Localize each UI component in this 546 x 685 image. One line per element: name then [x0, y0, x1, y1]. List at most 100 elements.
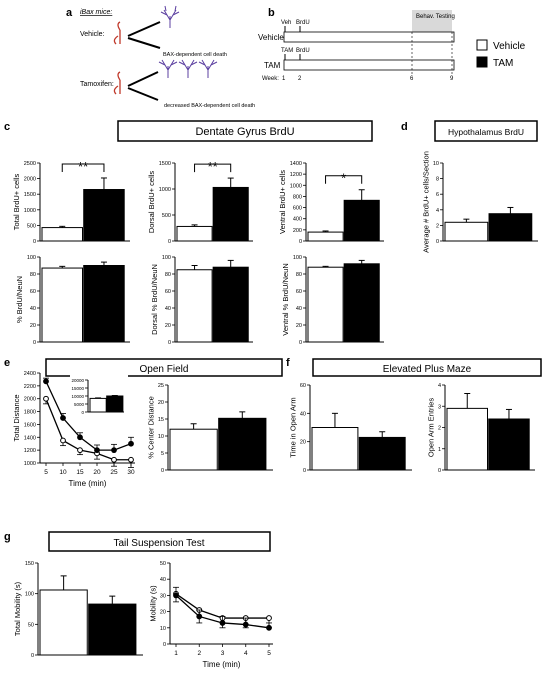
e1-line-tam	[45, 381, 132, 451]
vehicle-neuron-icon	[113, 21, 121, 45]
title-box-e	[45, 358, 283, 377]
c3-y-tick-label: 1200	[290, 172, 302, 178]
c4-y-tick-label: 100	[27, 255, 36, 261]
c4-bar-tam	[83, 265, 125, 343]
week-tick-6: 6	[410, 76, 414, 82]
c5-y-tick-label: 40	[165, 306, 171, 312]
g2-x-tick-label: 2	[197, 650, 201, 657]
f2-y-tick-label: 1	[438, 447, 441, 453]
c1-significance-marker: **	[78, 159, 88, 174]
e1-x-tick-label: 10	[59, 469, 67, 476]
f2-y-axis-label: Open Arm Entries	[427, 398, 436, 457]
c6-y-tick-label: 80	[296, 272, 302, 278]
week-tick-9: 9	[450, 76, 454, 82]
title-box-c	[117, 120, 373, 142]
e1-point-vehicle	[43, 395, 49, 402]
g2-x-tick-label: 3	[221, 650, 225, 657]
c5-y-axis-label: Dorsal % BrdU/NeuN	[150, 264, 159, 335]
e1-point-vehicle	[60, 437, 66, 444]
c3-bar-vehicle	[307, 231, 344, 242]
title-tail-suspension: Tail Suspension Test	[114, 538, 205, 549]
e2-y-tick-label: 10	[158, 434, 164, 440]
legend-vehicle-label: Vehicle	[493, 41, 526, 52]
f2-y-tick-label: 3	[438, 404, 441, 410]
f2-bar-vehicle	[446, 407, 488, 471]
title-hypothalamus: Hypothalamus BrdU	[448, 127, 524, 137]
veh-marker-label: Veh	[281, 20, 291, 26]
e1-x-axis-label: Time (min)	[69, 479, 107, 488]
g1-y-axis-label: Total Mobility (s)	[13, 581, 22, 636]
d1-y-tick-label: 8	[436, 177, 439, 183]
e1-y-tick-label: 1000	[24, 461, 36, 467]
tamoxifen-arrows	[127, 71, 159, 101]
c4-y-tick-label: 80	[30, 272, 36, 278]
f1-bar-tam	[358, 436, 406, 471]
e1-point-vehicle	[77, 447, 83, 454]
c5-y-tick-label: 20	[165, 323, 171, 329]
e1-point-tam	[128, 440, 134, 447]
c5-y-tick-label: 60	[165, 289, 171, 295]
e1-point-tam	[111, 447, 117, 454]
c6-bar-tam	[343, 263, 380, 343]
c2-y-axis-label: Dorsal BrdU+ cells	[147, 171, 156, 234]
e2-y-tick-label: 5	[161, 451, 164, 457]
c4-y-tick-label: 40	[30, 306, 36, 312]
legend: Vehicle TAM	[476, 39, 526, 69]
c3-significance-marker: *	[341, 171, 346, 186]
g2-y-axis-label: Mobility (s)	[148, 585, 157, 622]
e1-y-tick-label: 1800	[24, 410, 36, 416]
g2-point-tam	[242, 621, 249, 628]
vehicle-dendrite-icon	[160, 5, 180, 28]
f2-y-tick-label: 4	[438, 383, 441, 389]
c6-y-tick-label: 40	[296, 306, 302, 312]
g1-bar-vehicle	[39, 589, 88, 656]
c6-y-tick-label: 20	[296, 323, 302, 329]
f1-y-axis-label: Time in Open Arm	[288, 397, 297, 457]
e_inset-y-tick-label: 10000	[71, 394, 84, 399]
c5-y-tick-label: 0	[168, 340, 171, 346]
e1-x-tick-label: 30	[127, 469, 135, 476]
c2-significance-marker: **	[208, 159, 218, 174]
e2-bar-vehicle	[169, 428, 218, 471]
d1-y-tick-label: 10	[433, 161, 439, 167]
c1-y-tick-label: 2500	[24, 161, 36, 167]
f1-y-tick-label: 20	[300, 440, 306, 446]
g2-point-vehicle	[266, 615, 272, 621]
c1-bar-vehicle	[41, 227, 83, 242]
e2-y-tick-label: 20	[158, 400, 164, 406]
g2-x-tick-label: 4	[244, 650, 248, 657]
panel-letter-a: a	[66, 7, 73, 19]
c1-y-axis-label: Total BrdU+ cells	[12, 174, 21, 231]
e1-y-tick-label: 1600	[24, 422, 36, 428]
e1-y-tick-label: 1200	[24, 448, 36, 454]
c3-bar-tam	[343, 199, 380, 242]
e1-point-tam	[60, 415, 66, 421]
g2-x-tick-label: 1	[174, 650, 178, 657]
c1-significance-bracket	[61, 163, 105, 172]
g2-point-tam	[266, 624, 272, 631]
timeline-panel: Behav. Testing Veh BrdU Vehicle TAM BrdU…	[258, 10, 455, 82]
c3-y-tick-label: 600	[293, 206, 302, 212]
g2-y-tick-label: 30	[160, 593, 166, 599]
f1-y-tick-label: 40	[300, 411, 306, 417]
f2-y-tick-label: 2	[438, 426, 441, 432]
panel-letter-f: f	[286, 357, 290, 369]
e1-y-tick-label: 2200	[24, 384, 36, 390]
c2-bar-vehicle	[176, 225, 213, 242]
panel-letter-g: g	[4, 531, 11, 543]
timeline-tam-label: TAM	[264, 61, 281, 70]
c3-y-tick-label: 1400	[290, 161, 302, 167]
c6-y-axis-label: Ventral % BrdU/NeuN	[281, 263, 290, 336]
f1-y-tick-label: 60	[300, 383, 306, 389]
c4-y-tick-label: 20	[30, 323, 36, 329]
c4-y-tick-label: 0	[33, 340, 36, 346]
d1-bar-tam	[488, 213, 533, 242]
brdu-marker-label-2: BrdU	[296, 48, 310, 54]
g1-y-tick-label: 50	[28, 622, 34, 628]
title-dentate-gyrus: Dentate Gyrus BrdU	[195, 126, 294, 138]
week-tick-1: 1	[282, 76, 286, 82]
c1-y-tick-label: 500	[27, 223, 36, 229]
g2-point-tam	[173, 592, 179, 599]
